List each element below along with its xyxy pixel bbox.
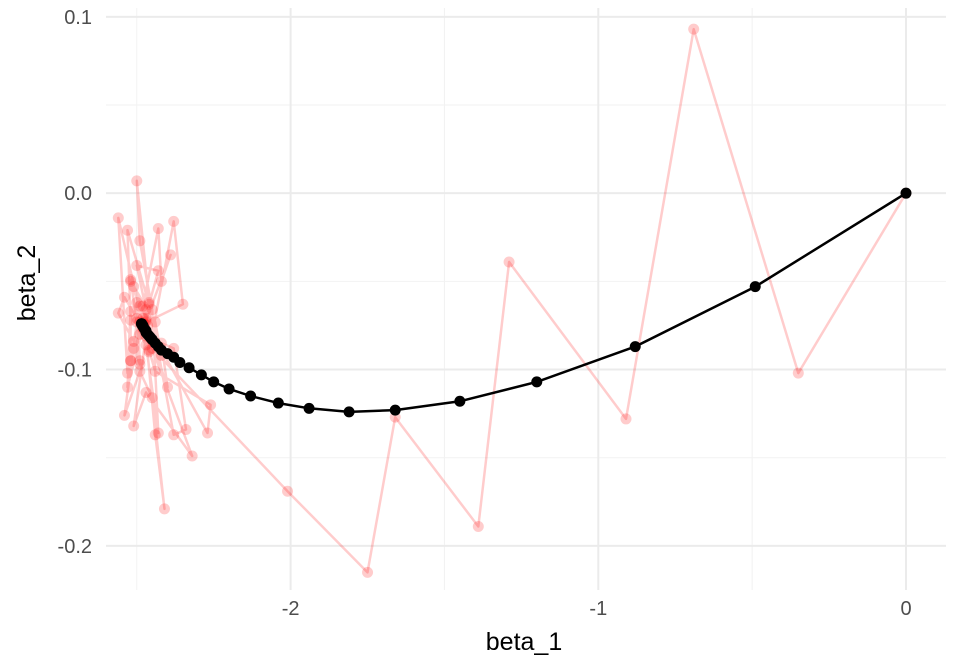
noisy-path-point [149,365,161,377]
smooth-path-point [343,406,355,418]
noisy-path-point [134,300,146,312]
smooth-path-point [245,390,257,402]
noisy-path-point [125,274,137,286]
x-tick-label: 0 [900,598,911,620]
noisy-path-point [165,249,177,261]
noisy-path-point [186,450,198,462]
noisy-path-point [131,175,143,187]
noisy-path-point [162,381,174,393]
grid [106,8,946,590]
noisy-path-point [125,355,137,367]
noisy-path-point [143,346,155,358]
noisy-path-point [362,566,374,578]
smooth-path-point [531,376,543,388]
smooth-path-point [389,404,401,416]
noisy-path-point [143,298,155,310]
smooth-path-point [749,281,761,293]
noisy-path-point [168,429,180,441]
y-axis-title: beta_2 [13,245,41,321]
noisy-path-point [134,358,146,370]
noisy-path-point [177,298,189,310]
noisy-path-point [128,335,140,347]
noisy-path-point [118,409,130,421]
smooth-path-point [900,187,912,199]
y-axis-ticks: 0.1 0.0 -0.1 -0.2 [58,7,92,558]
smooth-path-point [208,376,220,388]
noisy-path-point [125,305,137,317]
noisy-path-point [202,427,214,439]
noisy-path-point [152,265,164,277]
noisy-path-point [155,275,167,287]
y-tick-label: 0.0 [64,183,92,205]
x-tick-label: -2 [282,598,300,620]
smooth-path-point [303,402,315,414]
noisy-path-point [143,297,155,309]
noisy-path-line [117,27,908,574]
noisy-path-point [158,503,170,515]
smooth-path-point [629,341,641,353]
noisy-path-point [125,314,137,326]
noisy-path-point [122,224,134,236]
noisy-path-point [503,256,515,268]
noisy-path-point [688,23,700,35]
noisy-path-point [112,307,124,319]
smooth-path-point [183,362,195,374]
noisy-path-point [152,427,164,439]
smooth-path-point [135,318,147,330]
noisy-path-point [131,297,143,309]
noisy-path-point [149,429,161,441]
smooth-path-series [135,187,912,418]
y-tick-label: -0.2 [58,536,92,558]
noisy-path-point [146,304,158,316]
noisy-path-point [134,235,146,247]
noisy-path-point [472,521,484,533]
noisy-path-point [134,365,146,377]
noisy-path-point [792,367,804,379]
noisy-path-point [112,212,124,224]
noisy-path-point [125,355,137,367]
noisy-path-point [140,386,152,398]
y-tick-label: -0.1 [58,360,92,382]
smooth-path-line [140,192,907,414]
noisy-path-point [168,215,180,227]
noisy-path-point [131,259,143,271]
noisy-path-point [134,355,146,367]
noisy-path-point [122,381,134,393]
noisy-path-point [122,367,134,379]
noisy-path-point [149,316,161,328]
noisy-path-point [118,291,130,303]
noisy-path-point [146,392,158,404]
smooth-path-point [223,383,235,395]
noisy-path-point [152,222,164,234]
x-tick-label: -1 [589,598,607,620]
x-axis-ticks: -2 -1 0 [282,598,912,620]
noisy-path-point [620,413,632,425]
noisy-path-series [112,23,912,578]
noisy-path-point [205,399,217,411]
smooth-path-point [195,369,207,381]
smooth-path-point [272,397,284,409]
series-layer [112,23,912,578]
noisy-path-point [140,304,152,316]
noisy-path-point [128,342,140,354]
x-axis-title: beta_1 [486,628,562,656]
y-tick-label: 0.1 [64,7,92,29]
noisy-path-point [137,300,149,312]
noisy-path-point [180,424,192,436]
noisy-path-point [282,485,294,497]
noisy-path-point [128,420,140,432]
smooth-path-point [454,395,466,407]
noisy-path-point [128,281,140,293]
noisy-path-point [125,275,137,287]
